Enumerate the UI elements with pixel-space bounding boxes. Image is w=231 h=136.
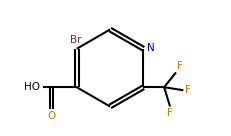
Text: O: O [47,111,55,121]
Text: F: F [166,108,172,118]
Text: HO: HO [24,82,40,92]
Text: N: N [146,43,154,53]
Text: Br: Br [69,35,81,45]
Text: F: F [184,85,190,95]
Text: F: F [177,61,182,71]
